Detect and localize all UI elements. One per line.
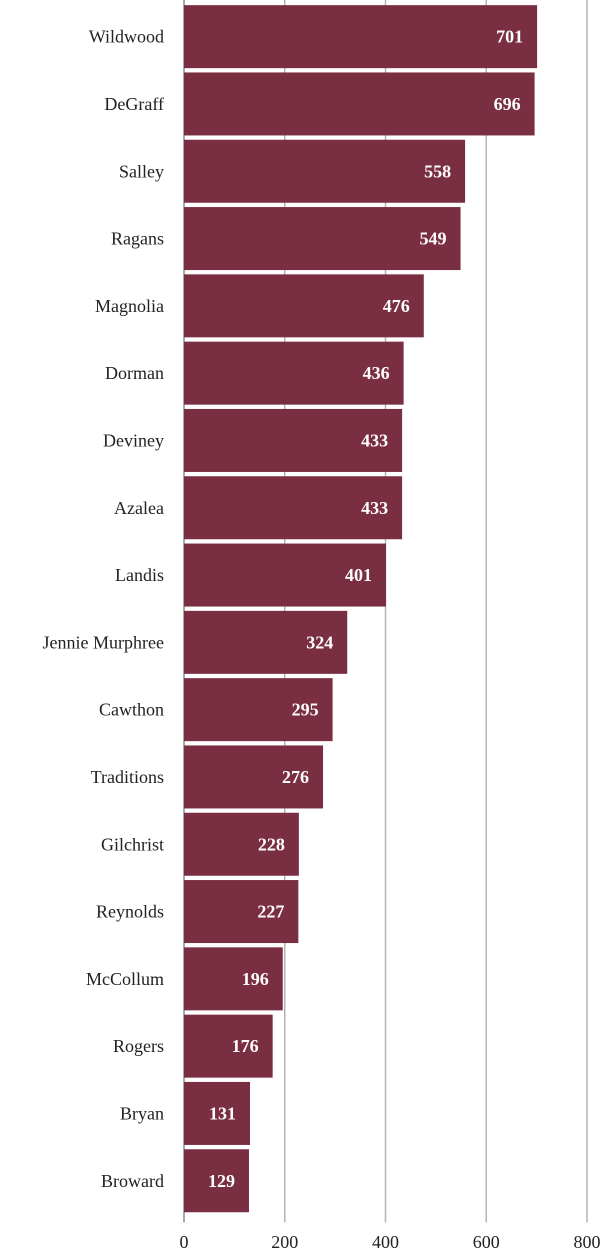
category-label: Ragans (111, 229, 164, 249)
data-label: 433 (361, 430, 388, 450)
category-label: Landis (115, 565, 164, 585)
bar (184, 812, 299, 876)
data-label: 295 (292, 700, 319, 720)
bar (184, 5, 538, 69)
category-label: Broward (101, 1171, 164, 1191)
bar (184, 880, 299, 944)
data-label: 401 (345, 565, 372, 585)
category-label: Dorman (105, 363, 164, 383)
category-label: McCollum (86, 969, 164, 989)
data-label: 476 (383, 296, 410, 316)
category-label: Rogers (113, 1036, 164, 1056)
data-label: 324 (306, 632, 333, 652)
data-label: 227 (257, 902, 284, 922)
bar (184, 610, 348, 674)
data-label: 558 (424, 161, 451, 181)
bar (184, 745, 324, 809)
bar (184, 476, 403, 540)
x-tick-label: 600 (473, 1232, 500, 1252)
bar (184, 139, 466, 203)
bar (184, 678, 333, 742)
data-label: 129 (208, 1171, 235, 1191)
bars: 701 696 558 549 476 436 433 433 401 324 295 276 228 2… (184, 5, 538, 1213)
bar (184, 274, 424, 338)
bar (184, 543, 387, 607)
x-axis-tick-labels: 0 200 400 600 800 (180, 1232, 601, 1252)
data-label: 433 (361, 498, 388, 518)
data-label: 228 (258, 834, 285, 854)
category-label: Magnolia (95, 296, 164, 316)
x-tick-label: 0 (180, 1232, 189, 1252)
data-label: 701 (496, 27, 523, 47)
bar (184, 72, 535, 136)
bar (184, 947, 283, 1011)
category-label: DeGraff (104, 94, 164, 114)
data-label: 176 (232, 1036, 259, 1056)
x-tick-label: 200 (271, 1232, 298, 1252)
bar (184, 341, 404, 405)
category-label: Cawthon (99, 700, 164, 720)
data-label: 436 (363, 363, 390, 383)
data-label: 549 (420, 229, 447, 249)
data-label: 131 (209, 1103, 236, 1123)
bar (184, 408, 403, 472)
bar (184, 207, 461, 271)
x-tick-label: 400 (372, 1232, 399, 1252)
category-label: Deviney (103, 430, 164, 450)
bar (184, 1149, 249, 1213)
category-label: Jennie Murphree (43, 632, 164, 652)
data-label: 276 (282, 767, 309, 787)
category-labels: Wildwood DeGraff Salley Ragans Magnolia Dorma… (43, 27, 164, 1191)
data-label: 696 (494, 94, 521, 114)
category-label: Azalea (114, 498, 164, 518)
bar (184, 1014, 273, 1078)
category-label: Traditions (91, 767, 164, 787)
category-label: Reynolds (96, 902, 164, 922)
data-label: 196 (242, 969, 269, 989)
x-tick-label: 800 (574, 1232, 601, 1252)
bar (184, 1081, 250, 1145)
category-label: Gilchrist (101, 834, 164, 854)
category-label: Wildwood (89, 27, 164, 47)
category-label: Salley (119, 161, 164, 181)
category-label: Bryan (120, 1103, 164, 1123)
